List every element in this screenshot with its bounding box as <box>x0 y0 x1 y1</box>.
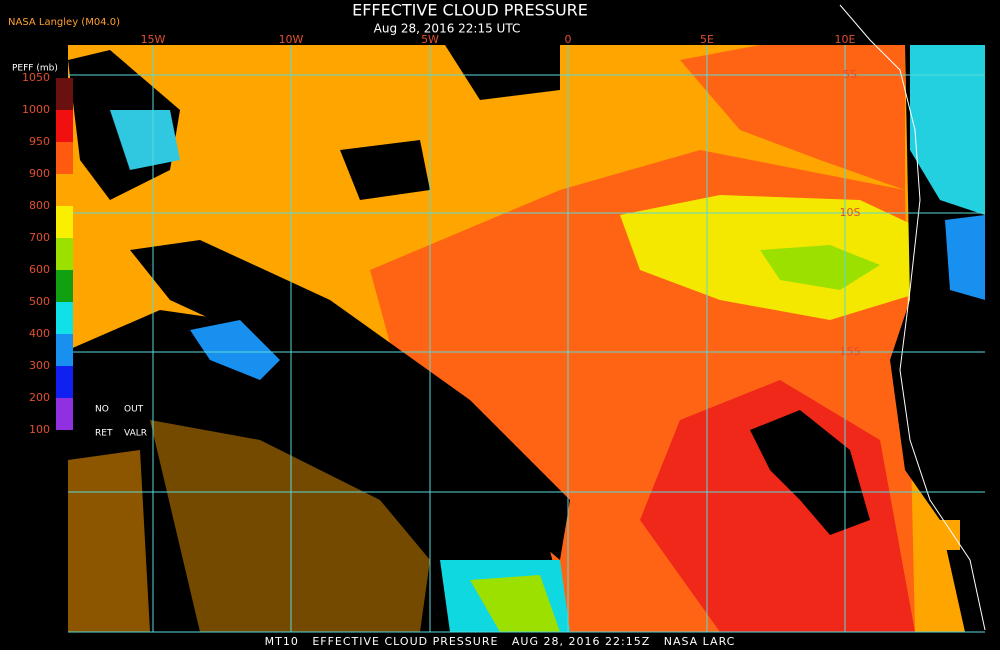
lon-label: 5E <box>700 33 714 46</box>
grid-labels: 15W 10W 5W 0 5E 10E 5S 10S 15S <box>141 33 861 358</box>
subtitle: Aug 28, 2016 22:15 UTC <box>374 22 521 36</box>
legend-title: PEFF (mb) <box>12 64 58 74</box>
cloud-field <box>470 575 560 632</box>
cloud-field <box>150 420 430 632</box>
legend-label: 950 <box>29 135 50 148</box>
cloud-field <box>945 215 985 300</box>
legend-swatch <box>56 206 73 238</box>
legend-swatch <box>56 334 73 366</box>
legend-label: 800 <box>29 199 50 212</box>
clear-sky <box>68 310 570 632</box>
legend-label: 1050 <box>22 71 50 84</box>
cloud-field <box>760 245 880 290</box>
legend-label: 700 <box>29 231 50 244</box>
legend-label: 400 <box>29 327 50 340</box>
legend-swatch <box>56 366 73 398</box>
legend-label: 900 <box>29 167 50 180</box>
legend-label: 1000 <box>22 103 50 116</box>
legend-swatch <box>56 302 73 334</box>
lon-label: 10W <box>279 33 304 46</box>
legend-note: OUT <box>124 405 144 415</box>
source-label: NASA Langley (M04.0) <box>8 17 120 28</box>
legend: 1050 1000 950 900 800 700 600 500 400 300 200 100 NO… <box>22 71 147 439</box>
legend-label: 500 <box>29 295 50 308</box>
cloud-field <box>680 45 905 190</box>
coastline <box>839 4 986 631</box>
legend-swatch <box>56 142 73 174</box>
lon-label: 10E <box>835 33 856 46</box>
lon-label: 5W <box>421 33 439 46</box>
legend-label: 600 <box>29 263 50 276</box>
legend-swatch <box>56 78 73 110</box>
legend-note: VALR <box>124 429 147 439</box>
legend-swatch <box>56 270 73 302</box>
legend-swatch <box>56 238 73 270</box>
satellite-image <box>68 4 986 632</box>
legend-swatch <box>56 110 73 142</box>
cloud-field <box>190 320 280 380</box>
cloud-field <box>640 380 915 632</box>
clear-sky <box>445 45 560 100</box>
legend-note: RET <box>95 429 113 439</box>
clear-sky <box>750 410 870 535</box>
lat-lon-grid <box>68 45 985 633</box>
lon-label: 0 <box>565 33 572 46</box>
cloud-field <box>930 520 960 550</box>
legend-swatch <box>56 398 73 430</box>
legend-swatch <box>56 174 73 206</box>
cloud-field <box>910 45 985 215</box>
cloud-field <box>110 110 180 170</box>
lat-label: 10S <box>840 206 861 219</box>
lat-label: 15S <box>840 345 861 358</box>
lat-label: 5S <box>843 68 857 81</box>
legend-label: 300 <box>29 359 50 372</box>
clear-sky <box>340 140 430 200</box>
legend-note: NO <box>95 405 109 415</box>
legend-label: 200 <box>29 391 50 404</box>
lon-label: 15W <box>141 33 166 46</box>
legend-label: 100 <box>29 423 50 436</box>
title: EFFECTIVE CLOUD PRESSURE <box>352 1 588 20</box>
footer: MT10 EFFECTIVE CLOUD PRESSURE AUG 28, 20… <box>265 635 736 648</box>
cloud-field <box>68 450 150 632</box>
